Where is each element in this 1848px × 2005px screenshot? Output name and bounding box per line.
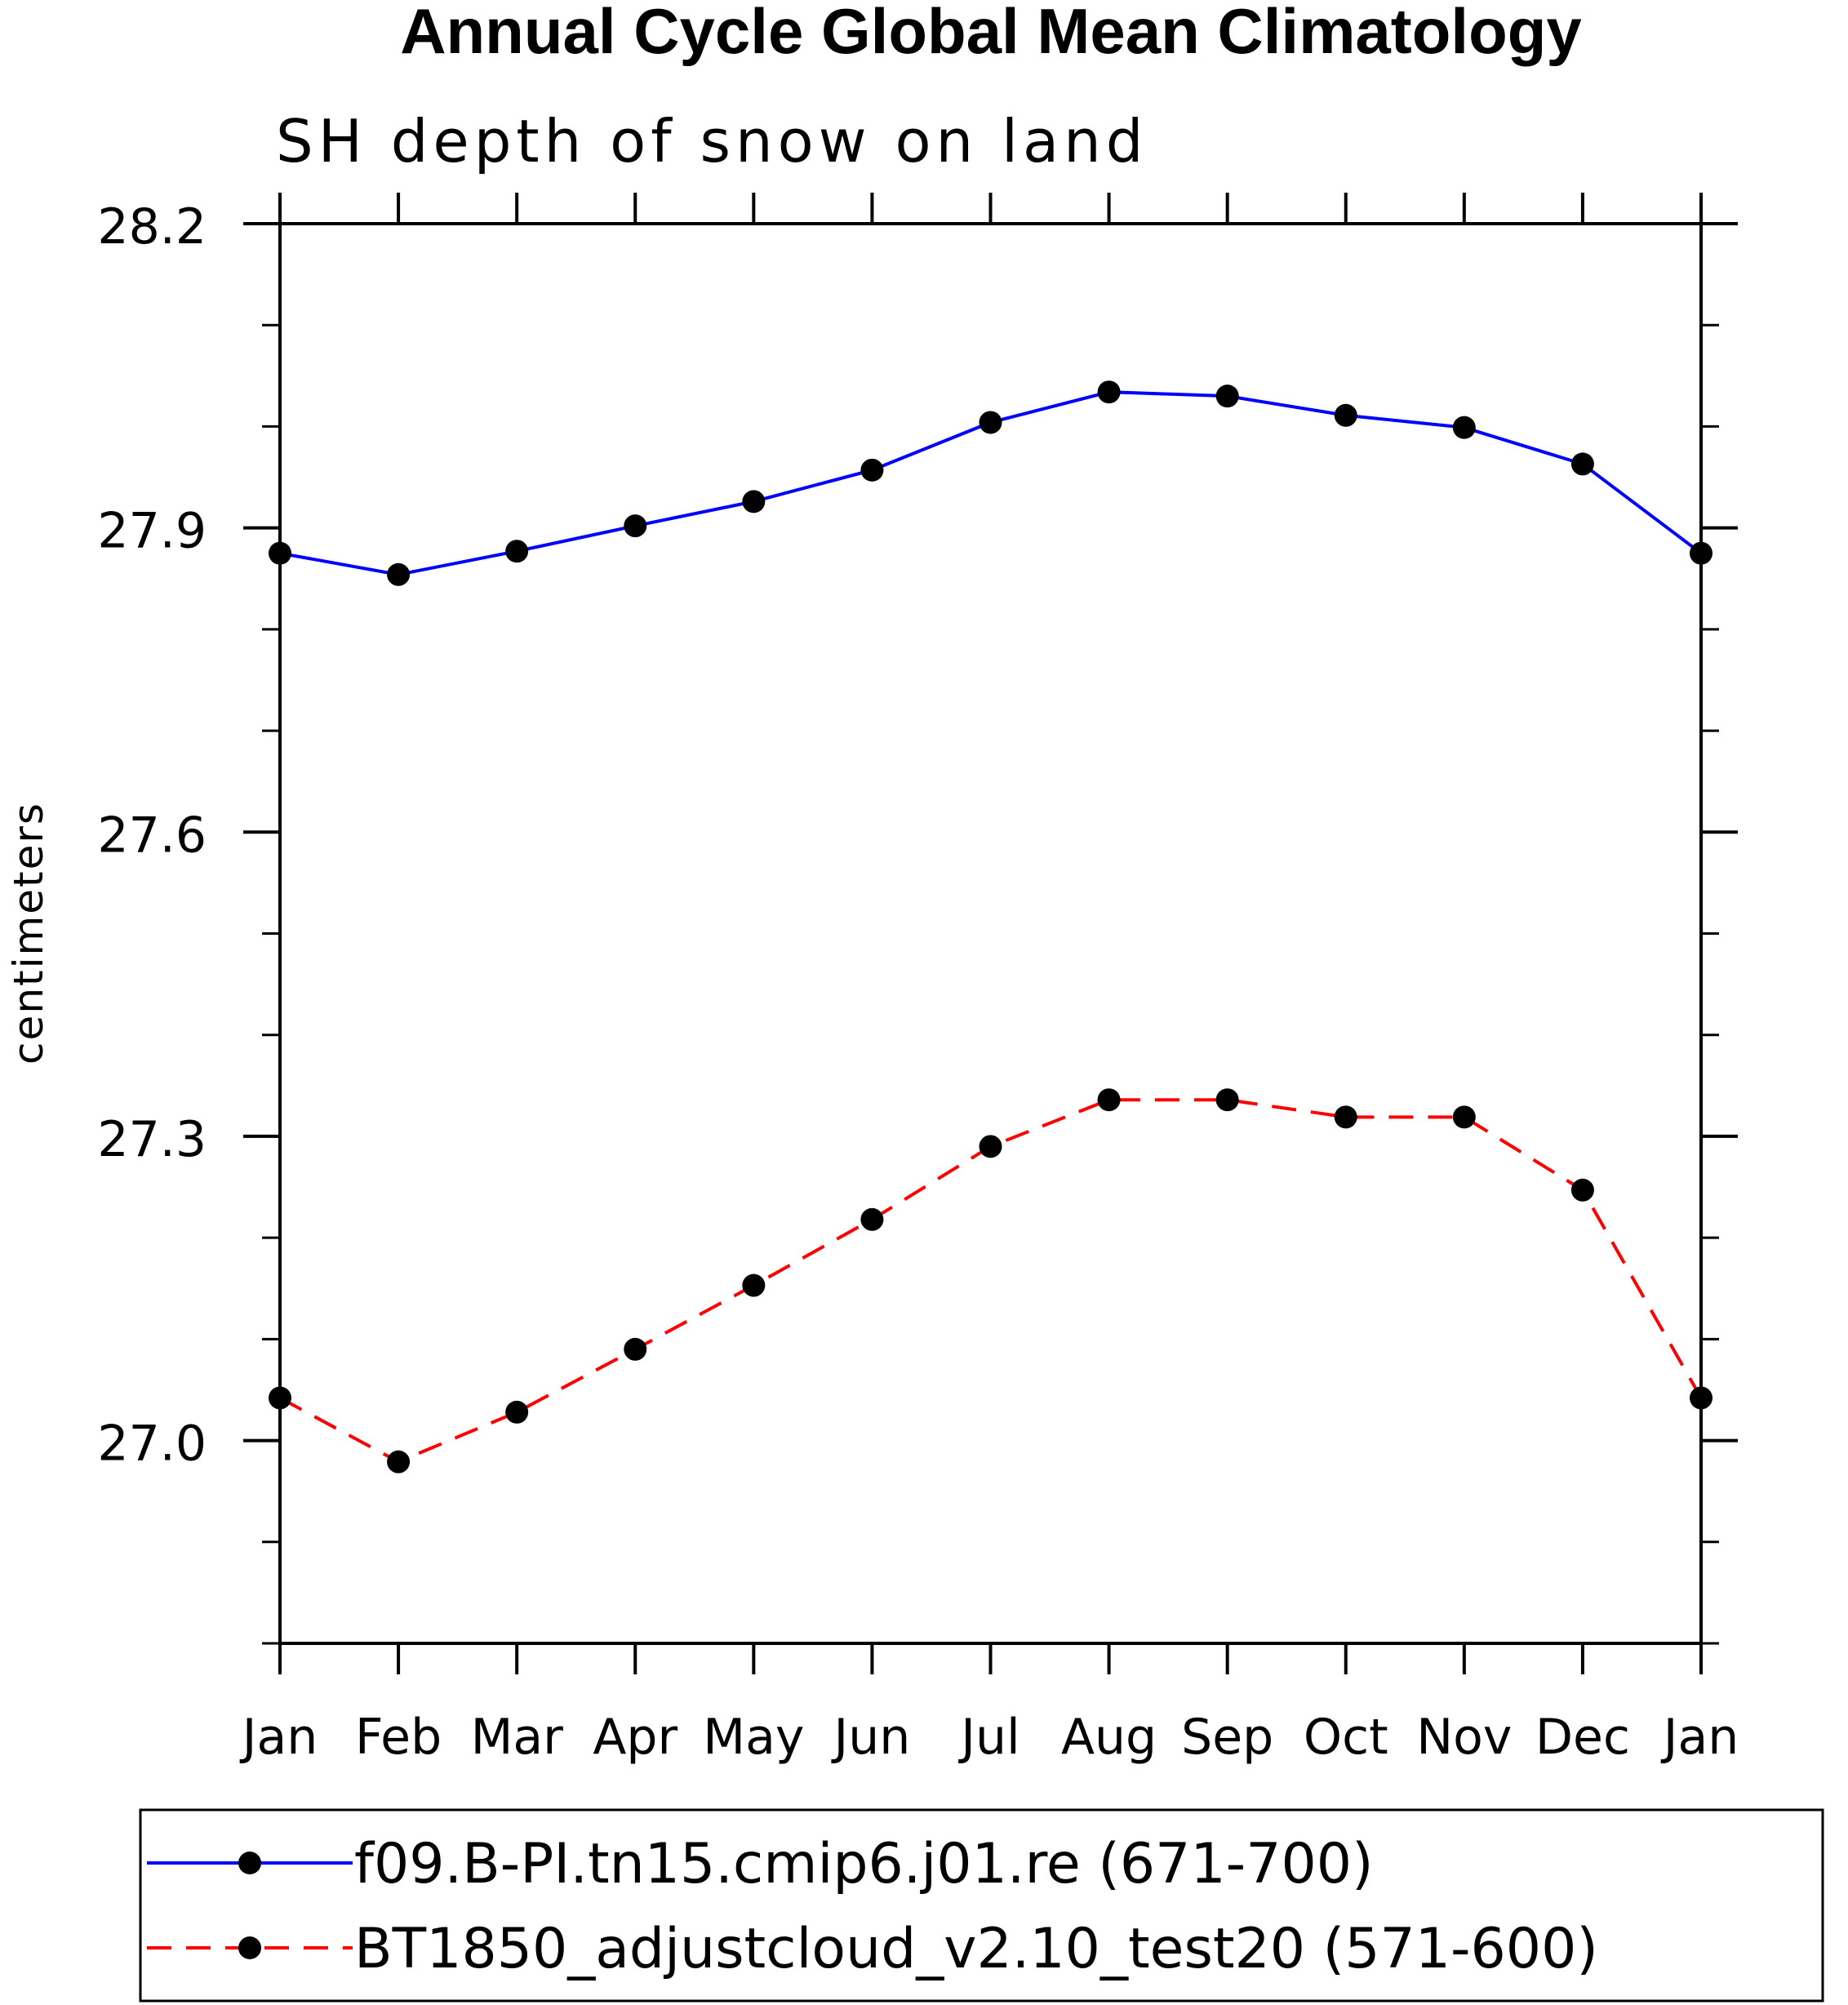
y-tick-label: 27.3 — [97, 1111, 207, 1168]
series-1-point — [1570, 452, 1594, 476]
plot-frame — [278, 222, 1703, 1645]
y-tick-label: 27.0 — [97, 1416, 207, 1473]
x-tick-label: Feb — [355, 1709, 442, 1766]
y-tick-label: 27.9 — [97, 503, 207, 560]
series-2-point — [1452, 1105, 1476, 1129]
series-2-point — [505, 1400, 529, 1424]
x-tick-label: Dec — [1535, 1709, 1630, 1766]
y-tick-label: 28.2 — [97, 198, 207, 256]
legend: f09.B-PI.tn15.cmip6.j01.re (671-700) BT18… — [147, 1832, 1598, 1981]
x-tick-label: Nov — [1416, 1709, 1512, 1766]
legend-label-2: BT1850_adjustcloud_v2.10_test20 (571-600… — [354, 1917, 1598, 1981]
x-tick-label: Jul — [957, 1709, 1020, 1766]
series-2-point — [979, 1135, 1002, 1158]
series-2-point — [1097, 1088, 1121, 1112]
series-1-point — [1215, 385, 1239, 408]
x-tick-label: Sep — [1181, 1709, 1273, 1766]
x-tick-label: May — [703, 1709, 804, 1766]
series-1-point — [624, 514, 647, 538]
y-tick-label: 27.6 — [97, 807, 207, 864]
legend-marker-2 — [238, 1936, 261, 1959]
series-1-point — [269, 541, 291, 565]
series-1-point — [979, 411, 1002, 434]
series-1-point — [860, 458, 884, 482]
series-2-point — [742, 1274, 766, 1297]
x-tick-label: Jun — [831, 1709, 911, 1766]
x-tick-label: Oct — [1304, 1709, 1388, 1766]
series-1-point — [1690, 541, 1713, 565]
series-2-point — [269, 1386, 291, 1410]
x-tick-label: Jan — [1660, 1709, 1739, 1766]
legend-box — [139, 1808, 1824, 2003]
series-1-point — [1097, 380, 1121, 404]
legend-marker-1 — [238, 1852, 261, 1874]
series-layer — [269, 380, 1713, 1474]
chart-title: Annual Cycle Global Mean Climatology — [400, 0, 1582, 67]
series-1-point — [387, 562, 411, 586]
series-2-point — [1570, 1178, 1594, 1202]
axes-layer: Jan Feb Mar Apr May Jun Jul Aug Sep Oct Nov Dec Jan 2… — [97, 193, 1739, 1766]
series-1-point — [505, 540, 529, 563]
series-1-point — [742, 490, 766, 513]
series-2-point — [1215, 1088, 1239, 1112]
x-tick-label: Aug — [1061, 1709, 1157, 1766]
series-2-point — [624, 1337, 647, 1361]
series-2-point — [1334, 1105, 1357, 1129]
chart-subtitle: SH depth of snow on land — [276, 107, 1148, 176]
series-2-point — [1690, 1386, 1713, 1410]
y-axis-label: centimeters — [5, 802, 52, 1065]
series-1-point — [1334, 403, 1357, 427]
series-2-point — [860, 1207, 884, 1231]
x-tick-label: Jan — [239, 1709, 318, 1766]
series-2-point — [387, 1450, 411, 1474]
legend-label-1: f09.B-PI.tn15.cmip6.j01.re (671-700) — [354, 1832, 1374, 1896]
x-tick-label: Mar — [471, 1709, 564, 1766]
series-1-point — [1452, 416, 1476, 439]
x-tick-label: Apr — [593, 1709, 677, 1766]
